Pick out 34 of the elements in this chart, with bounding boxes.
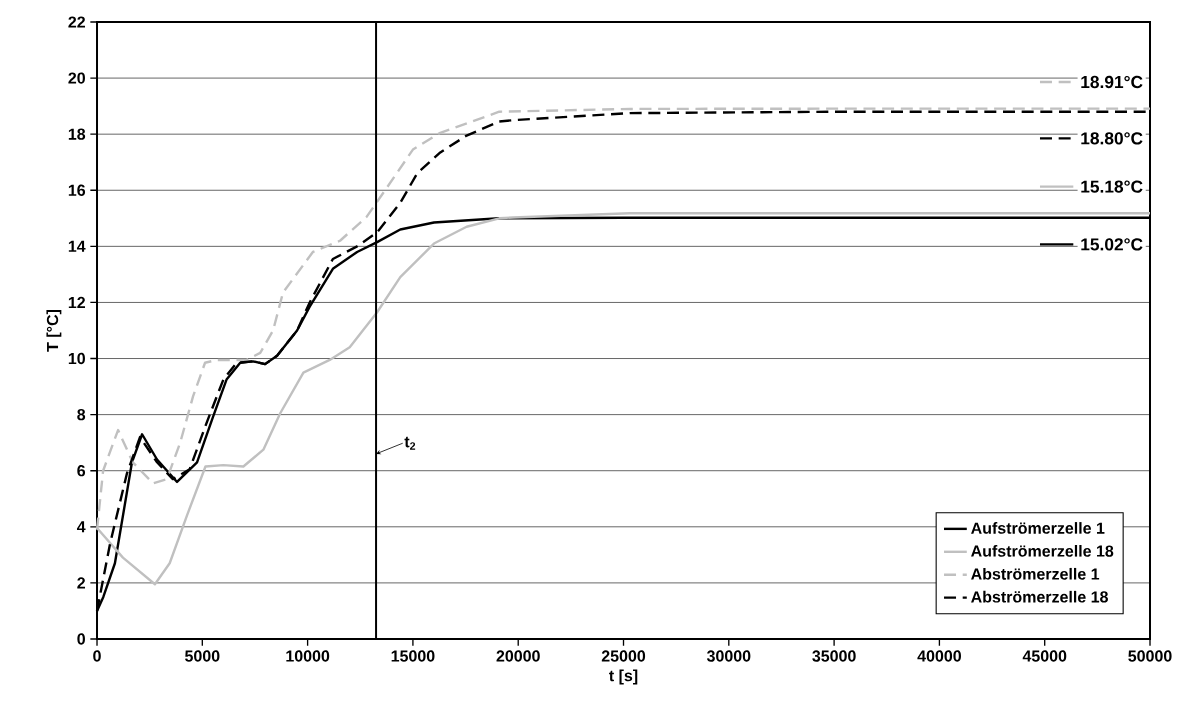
x-tick-label: 20000 [496, 650, 540, 662]
y-tick-label: 0 [77, 633, 85, 645]
y-tick-label: 18 [68, 128, 86, 140]
x-tick-label: 35000 [812, 650, 856, 662]
y-tick-label: 14 [68, 240, 86, 252]
x-tick-label: 5000 [185, 650, 220, 662]
y-tick-label: 4 [76, 521, 86, 533]
annotation: 15.02°C [1081, 238, 1143, 251]
legend-label: Aufströmerzelle 1 [971, 522, 1105, 534]
x-tick-label: 50000 [1128, 650, 1172, 662]
y-tick-label: 10 [68, 352, 85, 365]
annotation: 18.80°C [1081, 132, 1143, 145]
x-axis-title: t [s] [609, 669, 638, 685]
y-tick-label: 2 [77, 577, 85, 589]
legend-label: Abströmerzelle 1 [971, 567, 1100, 580]
y-tick-label: 20 [68, 72, 85, 84]
x-tick-label: 15000 [391, 650, 435, 662]
y-axis-title: T [°C] [46, 309, 62, 352]
y-tick-label: 16 [68, 184, 86, 196]
y-tick-label: 22 [68, 16, 85, 28]
legend-label: Abströmerzelle 18 [971, 590, 1108, 603]
x-tick-label: 0 [93, 650, 101, 662]
annotation: 15.18°C [1081, 180, 1143, 193]
x-tick-label: 25000 [601, 650, 646, 662]
y-tick-label: 12 [68, 296, 85, 309]
ref-line-label: t$_{2}$ [404, 436, 416, 450]
y-tick-label: 8 [77, 408, 86, 421]
y-tick-label: 6 [77, 465, 86, 477]
x-tick-label: 45000 [1022, 650, 1067, 662]
x-tick-label: 10000 [286, 650, 330, 662]
legend-label: Aufströmerzelle 18 [971, 545, 1114, 557]
x-tick-label: 40000 [917, 650, 961, 662]
annotation: 18.91°C [1081, 75, 1143, 89]
x-tick-label: 30000 [706, 650, 751, 662]
